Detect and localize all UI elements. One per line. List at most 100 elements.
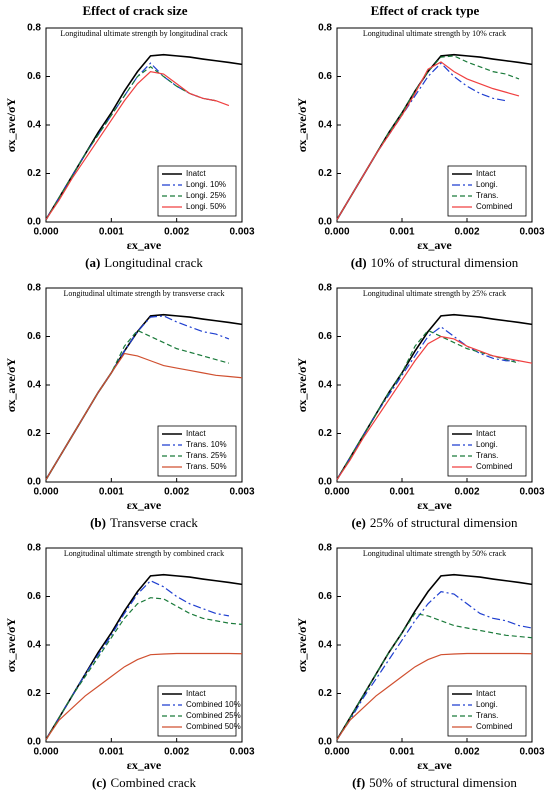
caption-text: Combined crack [110,775,196,790]
caption-text: Transverse crack [110,515,198,530]
legend-label: Intact [186,429,206,438]
y-axis-label: σx_ave/σY [295,617,309,672]
panel: 0.0 0.2 0.4 0.6 0.8 0.000 0.001 0.002 0.003 Longi… [4,283,255,530]
x-tick-label: 0.002 [164,747,189,758]
y-axis-label: σx_ave/σY [4,97,18,152]
x-axis-label: εx_ave [127,238,162,252]
x-tick-label: 0.002 [164,487,189,498]
legend-label: Trans. 10% [186,440,227,449]
y-tick-label: 0.2 [318,688,332,699]
legend-label: Inatct [186,169,206,178]
caption: (b) Transverse crack [90,515,198,530]
legend-label: Combined [476,722,512,731]
subtitle: Longitudinal ultimate strength by 25% cr… [363,289,506,298]
x-tick-label: 0.002 [454,747,479,758]
y-tick-label: 0.6 [318,331,332,342]
subtitle: Longitudinal ultimate strength by longit… [60,29,227,38]
caption-text: 50% of structural dimension [369,775,517,790]
caption-text: 25% of structural dimension [370,515,518,530]
y-tick-label: 0.8 [27,283,41,294]
x-tick-label: 0.003 [229,747,254,758]
legend-label: Intact [186,689,206,698]
caption-panel: (f) [352,775,365,790]
x-tick-label: 0.002 [164,227,189,238]
y-tick-label: 0.6 [318,591,332,602]
series-line [336,573,533,740]
y-tick-label: 0.8 [318,23,332,34]
legend: Inatct Longi. 10% Longi. 25% Longi. 50% [157,165,237,217]
legend-label: Trans. 50% [186,462,227,471]
x-tick-label: 0.001 [389,747,414,758]
y-tick-label: 0.8 [318,283,332,294]
legend-label: Longi. 50% [186,202,226,211]
subtitle: Longitudinal ultimate strength by 10% cr… [363,29,506,38]
legend-label: Longi. [476,440,498,449]
y-tick-label: 0.4 [27,120,41,131]
y-tick-label: 0.0 [318,737,332,748]
y-tick-label: 0.2 [27,688,41,699]
series-line [336,335,533,480]
x-tick-label: 0.000 [33,747,58,758]
x-tick-label: 0.000 [324,487,349,498]
x-tick-label: 0.003 [229,487,254,498]
legend-label: Intact [476,429,496,438]
caption-text: Longitudinal crack [104,255,203,270]
legend-label: Intact [476,689,496,698]
y-axis-label: σx_ave/σY [4,617,18,672]
column-title: Effect of crack size [82,3,187,18]
legend: Intact Longi. Trans. Combined [447,425,527,477]
caption: (a) Longitudinal crack [85,255,203,270]
x-tick-label: 0.000 [324,227,349,238]
y-tick-label: 0.8 [27,23,41,34]
panel: 0.0 0.2 0.4 0.6 0.8 0.000 0.001 0.002 0.003 Longi… [295,283,545,530]
series-line [336,61,520,220]
legend-label: Combined 25% [186,711,241,720]
legend: Intact Longi. Trans. Combined [447,685,527,737]
series-line [45,652,243,740]
x-tick-label: 0.001 [99,747,124,758]
caption-panel: (c) [92,775,106,790]
y-tick-label: 0.6 [27,331,41,342]
y-tick-label: 0.0 [318,477,332,488]
caption-panel: (b) [90,515,106,530]
y-tick-label: 0.2 [318,168,332,179]
caption-panel: (a) [85,255,100,270]
y-axis-label: σx_ave/σY [4,357,18,412]
y-tick-label: 0.8 [27,543,41,554]
panel: 0.0 0.2 0.4 0.6 0.8 0.000 0.001 0.002 0.003 Longi… [295,543,545,790]
series-line [336,313,533,480]
y-tick-label: 0.4 [27,640,41,651]
y-tick-label: 0.0 [27,737,41,748]
legend-label: Combined [476,462,512,471]
x-tick-label: 0.000 [33,227,58,238]
x-tick-label: 0.000 [324,747,349,758]
caption: (e) 25% of structural dimension [351,515,518,530]
x-axis-label: εx_ave [127,498,162,512]
legend-label: Combined [476,202,512,211]
x-tick-label: 0.003 [519,747,544,758]
caption-text: 10% of structural dimension [371,255,519,270]
x-axis-label: εx_ave [417,758,452,772]
caption: (d) 10% of structural dimension [351,255,519,270]
y-tick-label: 0.4 [318,120,332,131]
series-line [45,53,243,220]
subtitle: Longitudinal ultimate strength by 50% cr… [363,549,506,558]
panel: 0.0 0.2 0.4 0.6 0.8 0.000 0.001 0.002 0.003 Longi… [295,23,545,270]
series-line [45,352,243,480]
caption-panel: (d) [351,255,367,270]
caption-panel: (e) [351,515,365,530]
legend: Intact Combined 10% Combined 25% Combined 5… [157,685,241,737]
legend-label: Longi. [476,700,498,709]
series-line [45,71,230,220]
y-tick-label: 0.8 [318,543,332,554]
y-tick-label: 0.2 [27,428,41,439]
x-tick-label: 0.003 [229,227,254,238]
x-tick-label: 0.003 [519,487,544,498]
x-tick-label: 0.002 [454,227,479,238]
y-tick-label: 0.6 [27,71,41,82]
series-line [336,652,533,740]
y-axis-label: σx_ave/σY [295,97,309,152]
y-tick-label: 0.0 [27,217,41,228]
x-tick-label: 0.001 [99,487,124,498]
x-axis-label: εx_ave [417,498,452,512]
